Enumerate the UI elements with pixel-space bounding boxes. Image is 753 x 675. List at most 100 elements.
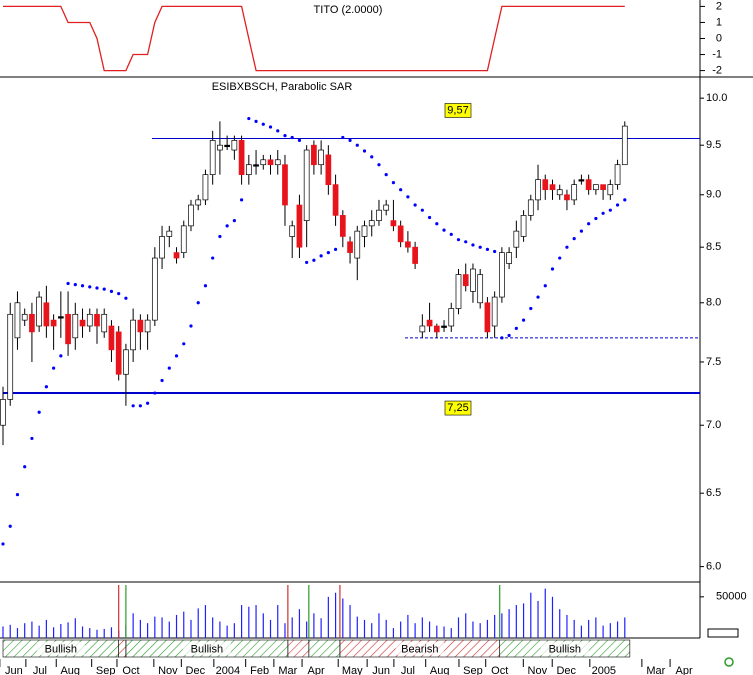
sar-dot [268,125,273,129]
y-tick-label: 2 [716,0,722,12]
sar-dot [138,404,142,408]
candle-body [527,199,534,216]
sar-dot [341,135,345,140]
candle-body [274,159,281,166]
x-tick-label: Nov [528,665,548,675]
sar-dot [355,143,359,147]
sar-dot [333,247,338,251]
sar-dot [232,219,236,223]
y-tick-label: 0 [716,32,722,44]
candle-body [571,184,578,201]
x-tick-label: Apr [676,665,693,675]
trend-band [308,639,341,658]
x-tick-label: Jun [5,665,23,675]
sar-dot [572,236,576,241]
candle-body [72,313,79,339]
sar-dot [427,215,432,220]
x-tick-label: Feb [250,665,269,675]
candle-body [556,189,563,196]
sar-dot [80,284,85,288]
y-tick-label: 1 [716,16,722,28]
y-tick-label: 8.5 [706,241,721,253]
candle-body [108,325,115,351]
sar-dot [247,116,251,121]
sar-dot [283,133,287,138]
candle-body [484,302,491,333]
sar-dot [182,342,186,346]
sar-dot [218,234,222,239]
sar-dot [399,188,403,192]
band-label-bg [36,642,85,655]
value-label: 9,57 [447,104,468,116]
sar-dot [196,301,200,305]
sar-dot [297,138,302,142]
y-tick-label: 9.5 [706,139,721,151]
candle-body [600,184,606,191]
indicator-line [3,5,625,72]
band-label-bg [540,642,589,655]
sar-dot [319,254,323,258]
candle-body [448,308,455,327]
sar-dot [15,493,20,497]
candle-body [209,140,216,175]
candle-body [549,184,556,191]
y-tick-label: 6.5 [706,487,721,499]
sar-dot [608,208,612,212]
candle-body [339,215,346,237]
candle-body [347,241,353,253]
candle-body [43,302,50,327]
candle-body [202,174,209,201]
sar-dot [348,138,352,142]
sar-dot [594,216,598,221]
trend-band [118,639,127,658]
value-label-box [444,400,472,416]
candle-body [7,313,14,400]
candle-body [36,296,43,327]
sar-dot [623,198,627,202]
sar-dot [239,198,244,202]
candle-body [564,194,570,201]
candle-body [21,313,28,321]
sar-dot [485,247,490,251]
sar-dot [579,229,584,233]
candle-body [151,257,158,321]
candle-body [289,225,296,237]
candle-body [491,296,498,327]
candle-body [173,252,180,259]
x-tick-label: 2005 [592,665,616,675]
candle-body [144,319,151,333]
sar-dot [435,222,439,226]
band-label: Bullish [45,643,77,655]
x-tick-label: Jun [372,665,390,675]
candle-body [94,313,100,327]
sar-dot [276,129,280,133]
sar-dot [52,366,56,370]
sar-dot [536,295,540,299]
sar-dot [493,249,497,254]
y-tick-label: 6.0 [706,560,721,572]
candle-body [14,302,21,339]
x-tick-label: 2004 [216,665,240,675]
candle-body [614,164,621,185]
candle-body [115,331,122,375]
x-tick-label: Apr [308,665,325,675]
y-tick-label: 50000 [716,591,747,603]
sar-dot [167,366,171,370]
sar-dot [73,283,77,287]
x-tick-label: Mar [278,665,297,675]
candle-body [520,215,527,237]
x-tick-label: Dec [556,665,576,675]
candle-body [462,274,469,287]
candle-body [535,179,541,201]
candle-body [477,274,484,304]
band-label: Bullish [191,643,223,655]
x-tick-label: Oct [122,665,139,675]
candle-body [419,325,426,333]
y-tick-label: 7.0 [706,419,721,431]
candle-body [245,164,252,175]
candle-body [253,164,259,167]
band-label: Bearish [401,643,438,655]
candle-body [123,349,129,375]
x-tick-label: Jul [401,665,415,675]
